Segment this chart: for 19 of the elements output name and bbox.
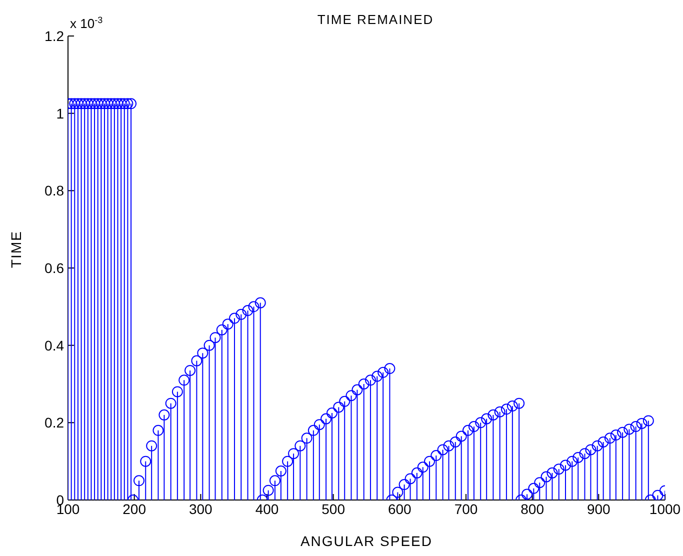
y-tick-label: 0.8 (44, 182, 64, 199)
y-axis-title: TIME (8, 230, 24, 268)
y-tick-label: 0.2 (44, 414, 64, 431)
chart-title: TIME REMAINED (317, 12, 434, 27)
y-tick-label: 0.4 (44, 337, 64, 354)
x-tick-label: 1000 (649, 500, 681, 517)
y-tick-label: 0.6 (44, 260, 64, 276)
x-tick-label: 500 (322, 500, 346, 517)
x-tick-label: 700 (454, 500, 478, 517)
y-tick-label: 1 (56, 105, 64, 122)
text: x 10$^{-3}$ (70, 15, 103, 31)
y-tick-label: 1.2 (44, 28, 64, 44)
x-tick-label: 600 (388, 500, 412, 517)
x-tick-label: 900 (586, 500, 611, 517)
x-tick-label: 400 (255, 500, 279, 517)
x-tick-label: 300 (188, 500, 213, 517)
x-axis-title: ANGULAR SPEED (300, 533, 433, 549)
x-tick-label: 200 (122, 500, 146, 517)
x-tick-label: 800 (520, 500, 544, 517)
